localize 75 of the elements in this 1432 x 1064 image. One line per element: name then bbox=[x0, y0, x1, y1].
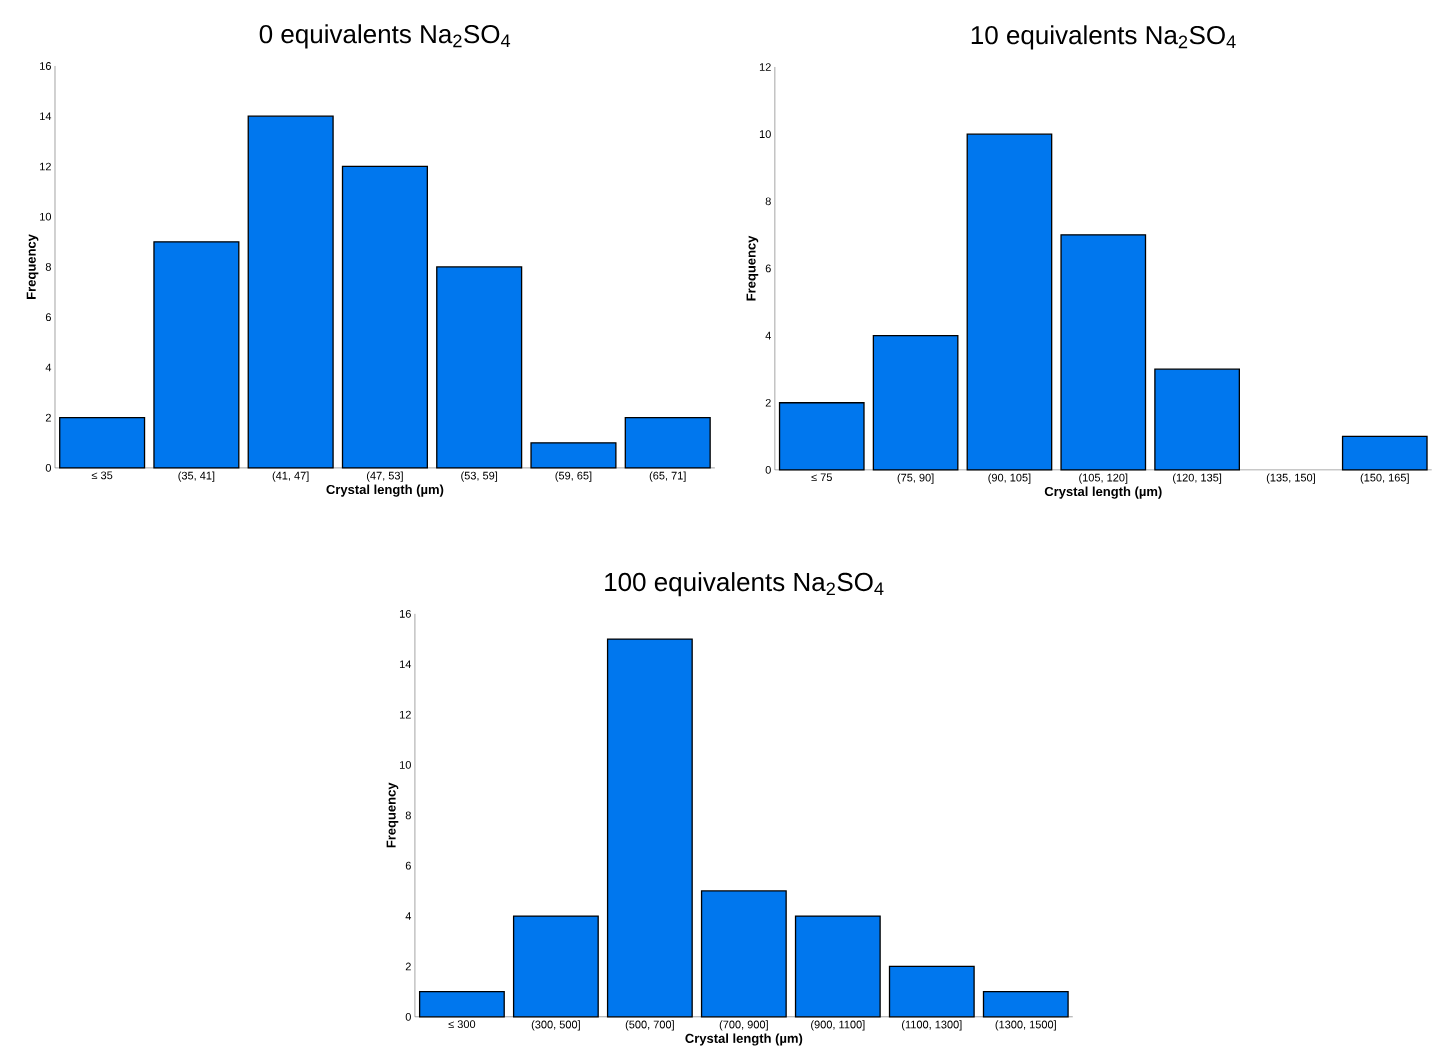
y-tick-label: 14 bbox=[399, 660, 412, 669]
y-tick-label: 4 bbox=[45, 363, 52, 372]
y-axis-title: Frequency bbox=[386, 782, 399, 848]
y-tick-label: 0 bbox=[45, 464, 52, 472]
x-axis-title: Crystal length (µm) bbox=[685, 1033, 803, 1046]
x-tick-label: (35, 41] bbox=[178, 471, 215, 482]
y-tick-label: 8 bbox=[45, 263, 51, 271]
bar bbox=[700, 890, 787, 1018]
y-tick-label: 12 bbox=[399, 710, 411, 719]
y-tick-label: 12 bbox=[759, 63, 771, 71]
x-tick-label: (120, 135] bbox=[1173, 473, 1222, 484]
y-tick-label: 0 bbox=[765, 466, 771, 474]
bar bbox=[418, 991, 505, 1018]
x-tick-label: (47, 53] bbox=[366, 471, 403, 482]
y-tick-label: 2 bbox=[45, 413, 51, 422]
y-axis-title: Frequency bbox=[26, 234, 39, 300]
chart-title: 100 equivalents Na$_{2}$SO$_{4}$ bbox=[605, 572, 884, 597]
x-tick-label: (1300, 1500] bbox=[995, 1020, 1056, 1031]
y-tick-label: 16 bbox=[40, 62, 51, 70]
x-tick-label: ≤ 35 bbox=[91, 471, 113, 480]
x-tick-label: (41, 47] bbox=[272, 471, 309, 482]
bar bbox=[794, 915, 881, 1018]
chart-title: 0 equivalents Na$_{2}$SO$_{4}$ bbox=[259, 24, 511, 49]
x-tick-label: (900, 1100] bbox=[811, 1020, 865, 1031]
bar bbox=[982, 991, 1069, 1018]
x-tick-label: (59, 65] bbox=[555, 471, 592, 482]
y-tick-label: 14 bbox=[40, 112, 52, 121]
bar bbox=[530, 442, 617, 469]
y-tick-label: 16 bbox=[399, 610, 411, 618]
x-tick-label: (700, 900] bbox=[719, 1020, 768, 1031]
y-tick-label: 6 bbox=[765, 264, 771, 273]
bar bbox=[247, 115, 334, 469]
y-tick-label: 8 bbox=[765, 197, 771, 206]
y-tick-label: 10 bbox=[40, 212, 52, 221]
bar bbox=[606, 638, 693, 1018]
x-tick-label: (135, 150] bbox=[1266, 473, 1315, 484]
x-axis-title: Crystal length (µm) bbox=[326, 484, 444, 497]
bar bbox=[153, 241, 240, 469]
x-tick-label: (65, 71] bbox=[649, 471, 686, 482]
y-axis-title: Frequency bbox=[746, 235, 759, 301]
bar bbox=[1060, 234, 1147, 471]
x-tick-label: (90, 105] bbox=[988, 473, 1031, 484]
x-tick-label: (75, 90] bbox=[897, 473, 934, 484]
y-tick-label: 8 bbox=[405, 811, 411, 820]
bar bbox=[888, 965, 975, 1018]
y-tick-label: 2 bbox=[765, 399, 771, 407]
bar bbox=[59, 417, 146, 469]
bar bbox=[436, 266, 523, 469]
x-tick-label: (1100, 1300] bbox=[902, 1020, 962, 1031]
y-tick-label: 10 bbox=[759, 130, 771, 139]
bar bbox=[1341, 435, 1428, 471]
x-tick-label: ≤ 300 bbox=[448, 1020, 476, 1029]
x-tick-label: (150, 165] bbox=[1360, 473, 1409, 484]
bar bbox=[624, 417, 711, 469]
x-tick-label: ≤ 75 bbox=[811, 473, 832, 482]
bar bbox=[778, 402, 865, 471]
y-tick-label: 2 bbox=[405, 962, 411, 971]
x-tick-label: (300, 500] bbox=[531, 1020, 580, 1031]
bar bbox=[512, 915, 599, 1018]
x-tick-label: (105, 120] bbox=[1079, 473, 1128, 484]
y-tick-label: 10 bbox=[399, 761, 411, 769]
x-tick-label: (500, 700] bbox=[625, 1020, 674, 1031]
x-axis-title: Crystal length (µm) bbox=[1044, 486, 1162, 499]
chart-title: 10 equivalents Na$_{2}$SO$_{4}$ bbox=[971, 25, 1236, 50]
y-tick-label: 0 bbox=[405, 1013, 411, 1021]
y-tick-label: 4 bbox=[765, 331, 771, 340]
x-tick-label: (53, 59] bbox=[461, 471, 498, 482]
bar bbox=[966, 133, 1053, 471]
bar bbox=[341, 165, 428, 469]
bar bbox=[1154, 368, 1240, 471]
bar bbox=[872, 335, 959, 471]
y-tick-label: 4 bbox=[405, 912, 412, 920]
y-tick-label: 12 bbox=[40, 162, 51, 171]
y-tick-label: 6 bbox=[405, 861, 411, 870]
y-tick-label: 6 bbox=[45, 313, 51, 322]
